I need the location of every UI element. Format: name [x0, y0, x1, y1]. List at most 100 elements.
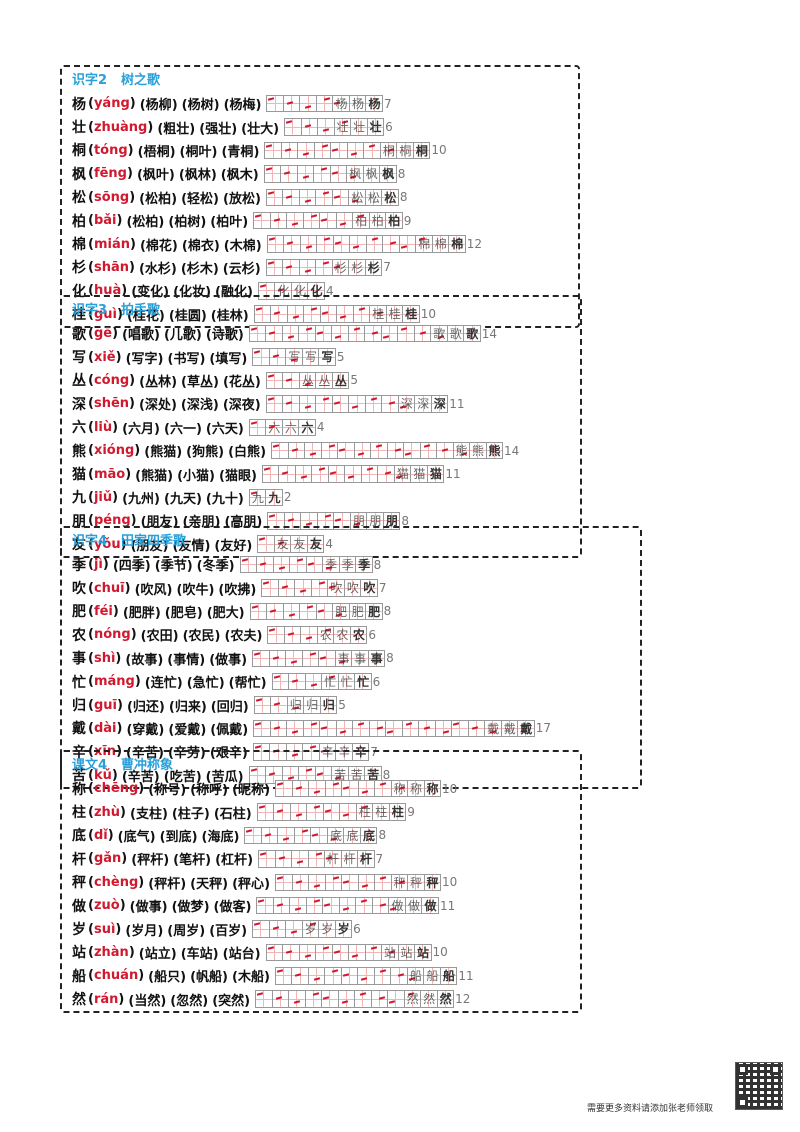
stroke-step-cell: [344, 465, 362, 483]
word-phrase: (吃苦): [163, 769, 202, 785]
stroke-step-glyph: 九: [251, 490, 264, 505]
stroke-step-cell: 柱: [388, 803, 407, 821]
word-list: (岁月) (周岁) (百岁): [121, 920, 247, 939]
stroke-step-cell: 桐: [379, 141, 398, 160]
stroke-step-cell: [269, 719, 288, 738]
stroke-order-grid: 友友友: [257, 535, 325, 553]
stroke-mark: [287, 241, 294, 246]
stroke-step-glyph: 六: [301, 420, 314, 435]
stroke-step-cell: [315, 602, 334, 621]
word-phrase: (昵称): [232, 783, 271, 799]
stroke-mark: [316, 331, 323, 335]
stroke-step-cell: 柱: [355, 803, 374, 821]
stroke-step-cell: [291, 850, 309, 868]
word-phrase: (松柏): [139, 191, 178, 207]
stroke-step-glyph: 棉: [451, 237, 464, 252]
stroke-step-cell: [338, 896, 357, 915]
stroke-step-cell: [271, 672, 290, 691]
stroke-step-glyph: 归: [289, 698, 302, 713]
stroke-step-glyph: 农: [336, 628, 349, 643]
stroke-step-cell: 农: [349, 626, 368, 644]
word-phrase: (回归): [210, 699, 249, 715]
stroke-step-cell: 做: [388, 896, 406, 915]
stroke-step-cell: [357, 779, 376, 798]
stroke-mark: [259, 852, 267, 856]
word-phrase: (水杉): [138, 261, 177, 277]
stroke-step-cell: [307, 967, 326, 985]
stroke-mark: [281, 585, 289, 590]
stroke-step-cell: [284, 118, 302, 136]
paren-close: ): [127, 166, 133, 182]
stroke-step-cell: 歌: [430, 324, 448, 343]
stroke-step-glyph: 肥: [368, 604, 381, 619]
stroke-mark: [291, 448, 298, 452]
paren-close: ): [130, 513, 137, 529]
stroke-step-cell: [353, 441, 372, 460]
stroke-mark: [348, 475, 355, 480]
stroke-step-cell: 丛: [331, 371, 350, 390]
stroke-mark: [258, 899, 265, 903]
word-phrase: (六一): [164, 421, 202, 437]
stroke-step-cell: [277, 826, 295, 845]
paren-open: (: [88, 372, 94, 388]
word-phrase: (船只): [148, 970, 187, 986]
stroke-step-cell: [365, 235, 384, 253]
section-label: 识字2: [72, 73, 108, 88]
stroke-order-grid: 深深深: [265, 395, 449, 413]
stroke-step-glyph: 歌: [433, 326, 446, 341]
character-row: 归(guī) (归还) (归来) (回归) 归归归 5: [72, 693, 640, 716]
stroke-mark: [304, 953, 311, 958]
stroke-order-grid: 松松松: [265, 188, 399, 206]
stroke-step-glyph: 秤: [393, 875, 406, 890]
pinyin: chèng: [93, 874, 139, 890]
word-phrase: (九十): [205, 491, 244, 507]
hanzi-character: 杨: [72, 96, 86, 113]
stroke-step-cell: 柏: [385, 211, 403, 230]
stroke-step-glyph: 杉: [367, 260, 380, 275]
stroke-mark: [273, 218, 280, 222]
stroke-count: 10: [432, 945, 448, 960]
stroke-step-glyph: 杉: [351, 260, 364, 275]
stroke-step-cell: [317, 118, 335, 136]
word-phrase: (柏树): [168, 215, 207, 231]
stroke-mark: [253, 651, 261, 656]
stroke-step-cell: [316, 235, 334, 253]
word-phrase: (杨梅): [223, 98, 262, 114]
stroke-mark: [324, 514, 332, 518]
stroke-step-cell: [329, 165, 348, 183]
stroke-step-cell: [257, 282, 276, 300]
stroke-mark: [404, 452, 412, 456]
paren-open: (: [88, 96, 94, 112]
hanzi-character: 苦: [72, 768, 86, 785]
stroke-count: 7: [378, 581, 387, 596]
pinyin: shān: [93, 259, 129, 275]
character-row: 杨(yáng) (杨柳) (杨树) (杨梅) 杨杨杨 7: [72, 92, 578, 115]
stroke-mark: [291, 679, 299, 683]
hanzi-character: 底: [72, 828, 86, 845]
stroke-count: 4: [325, 283, 334, 298]
stroke-mark: [329, 471, 337, 476]
pinyin: yǒu: [93, 536, 121, 552]
paren-close: ): [120, 536, 127, 552]
stroke-mark: [293, 1000, 301, 1005]
stroke-step-cell: [264, 141, 282, 160]
section-title: 识字2 树之歌: [72, 72, 578, 90]
character-row: 岁(suì) (岁月) (周岁) (百岁) 岁岁岁 6: [72, 917, 580, 940]
character-row: 桐(tóng) (梧桐) (桐叶) (青桐) 桐桐桐 10: [72, 139, 578, 162]
stroke-step-cell: 站: [414, 943, 432, 962]
stroke-step-glyph: 事: [354, 651, 367, 666]
pinyin: liù: [93, 419, 113, 435]
stroke-mark: [401, 327, 408, 331]
stroke-step-glyph: 归: [322, 698, 335, 713]
character-row: 棉(mián) (棉花) (棉衣) (木棉) 棉棉棉 12: [72, 232, 578, 255]
stroke-mark: [272, 926, 279, 931]
stroke-step-cell: [282, 258, 300, 277]
word-phrase: (吹风): [134, 582, 173, 598]
stroke-step-cell: 秤: [407, 873, 425, 891]
word-phrase: (连忙): [144, 676, 183, 692]
stroke-mark: [321, 167, 328, 171]
stroke-step-cell: [315, 258, 333, 277]
stroke-mark: [312, 992, 319, 997]
stroke-step-glyph: 忙: [324, 674, 337, 689]
stroke-step-glyph: 壮: [336, 120, 349, 135]
